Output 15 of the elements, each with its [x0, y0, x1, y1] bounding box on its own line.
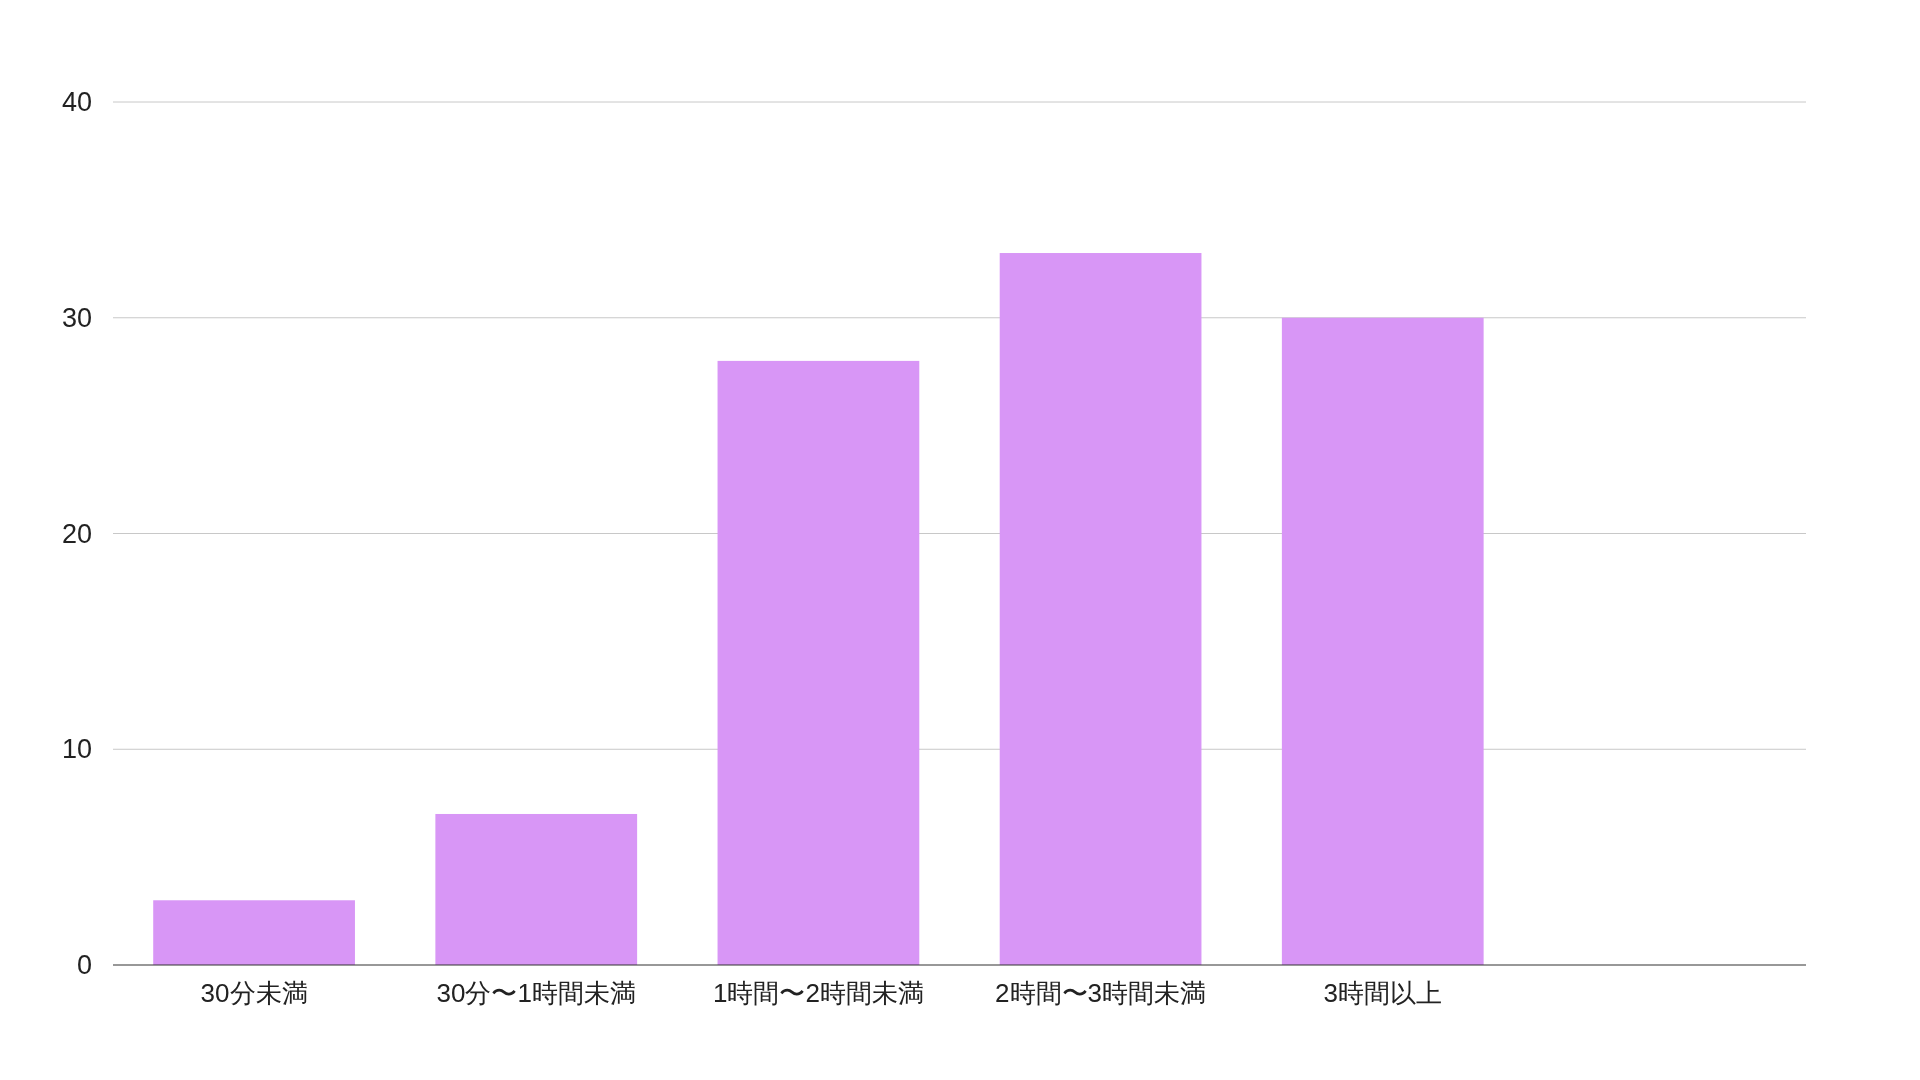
x-tick-label: 2時間〜3時間未満 — [995, 978, 1207, 1008]
bar — [999, 253, 1202, 965]
bar — [435, 813, 638, 965]
y-tick-label: 30 — [61, 302, 92, 333]
y-tick-label: 20 — [61, 518, 92, 549]
y-tick-label: 10 — [61, 734, 92, 765]
bar — [1281, 317, 1484, 965]
y-tick-label: 0 — [76, 950, 92, 980]
x-tick-label: 30分〜1時間未満 — [436, 978, 636, 1008]
x-tick-label: 3時間以上 — [1323, 978, 1442, 1008]
y-tick-label: 40 — [61, 87, 92, 117]
bar — [153, 900, 355, 965]
x-tick-label: 30分未満 — [200, 978, 308, 1008]
bar — [717, 360, 920, 965]
x-tick-label: 1時間〜2時間未満 — [712, 978, 924, 1008]
